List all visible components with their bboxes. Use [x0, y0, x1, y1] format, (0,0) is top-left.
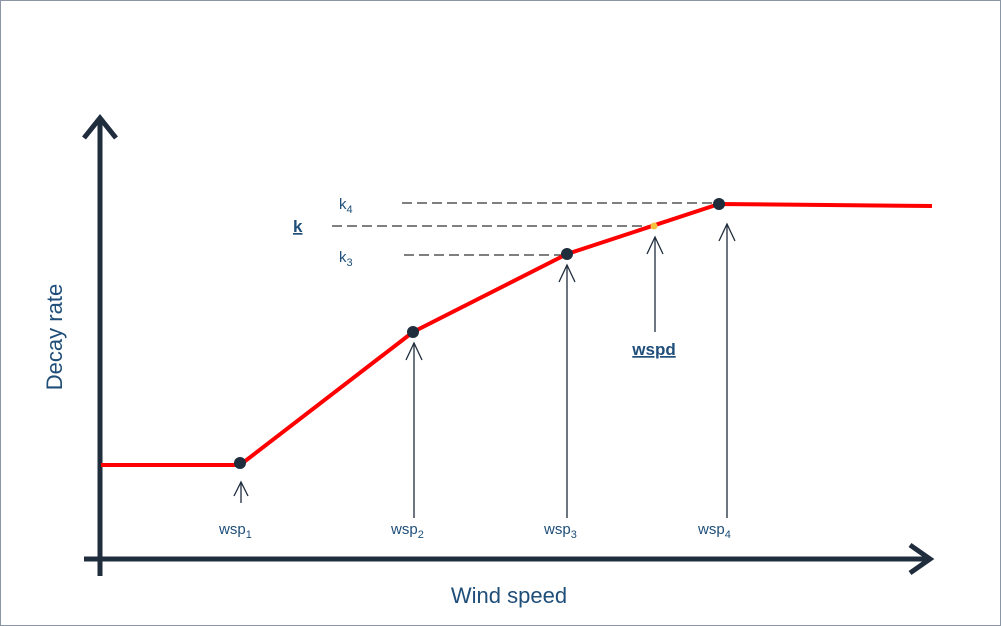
wspd-label: wspd: [631, 340, 675, 359]
arrow-wsp4-head: [718, 222, 736, 242]
x-axis-arrowhead: [908, 542, 935, 576]
wsp2-label: wsp2: [390, 521, 424, 541]
wsp1-label: wsp1: [218, 521, 252, 541]
point-wsp2: [407, 326, 419, 338]
wsp3-label: wsp3: [543, 521, 577, 541]
k4-label: k4: [339, 196, 353, 216]
point-wsp4: [713, 198, 725, 210]
point-wsp3: [561, 248, 573, 260]
arrow-wsp3-head: [558, 263, 576, 283]
point-wsp1: [234, 457, 246, 469]
y-axis-arrowhead: [82, 113, 118, 140]
decay-rate-curve: [101, 202, 933, 467]
k3-label: k3: [339, 249, 353, 269]
arrow-wsp2-head: [405, 341, 423, 361]
y-axis-title: Decay rate: [42, 284, 67, 390]
x-axis-title: Wind speed: [451, 583, 567, 608]
wsp4-label: wsp4: [697, 521, 731, 541]
point-wspd-interp: [650, 222, 658, 230]
arrow-wsp1-head: [233, 480, 249, 497]
k-interp-label: k: [293, 217, 303, 236]
arrow-wspd-head: [646, 235, 664, 255]
